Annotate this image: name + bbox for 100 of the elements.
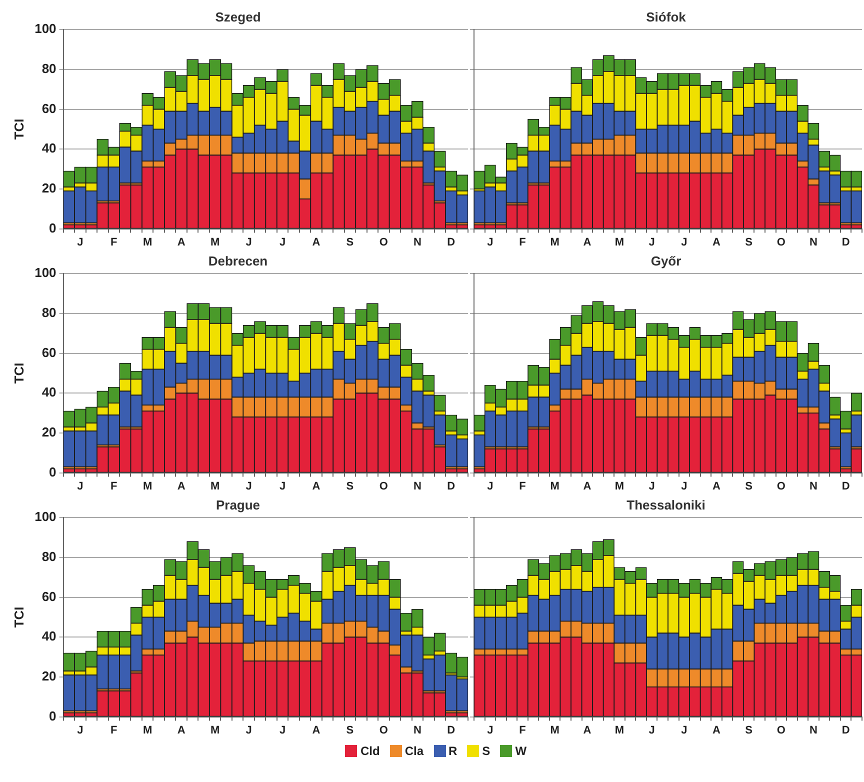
x-tick-label: A [177,236,186,248]
chart-title: Debrecen [208,253,268,268]
x-tick-label: M [550,724,560,736]
chart-title: Prague [216,497,260,512]
y-tick-label: 0 [49,464,56,480]
x-tick-label: O [379,724,388,736]
x-tick-label: F [110,480,118,492]
y-tick-label: 60 [42,344,56,360]
y-tick-label: 20 [42,180,56,196]
y-tick-label: 100 [34,265,56,280]
x-tick-label: O [776,724,786,736]
x-tick-label: D [447,480,456,492]
x-tick-label: J [279,724,286,736]
y-axis-title: TCI [11,606,26,628]
x-tick-label: M [614,724,624,736]
x-tick-label: D [842,480,850,492]
y-tick-label: 20 [42,668,56,684]
y-axis-title: TCI [11,118,26,140]
x-tick-label: J [77,724,84,736]
x-tick-label: A [312,480,320,492]
x-tick-label: J [487,236,494,248]
x-tick-label: M [143,236,152,248]
x-tick-label: J [77,480,84,492]
y-tick-label: 80 [42,61,56,76]
x-tick-label: A [177,724,186,736]
x-tick-label: J [279,480,286,492]
x-tick-label: O [379,236,388,248]
x-tick-label: M [614,480,624,492]
x-tick-label: D [842,724,850,736]
x-tick-label: A [583,236,592,248]
x-tick-label: N [810,724,818,736]
y-tick-label: 100 [34,509,56,524]
x-tick-label: O [776,236,786,248]
x-tick-label: M [143,480,152,492]
x-tick-label: A [712,724,721,736]
x-tick-label: F [519,724,526,736]
x-tick-label: N [810,236,818,248]
x-tick-label: S [346,724,354,736]
legend-label: R [448,744,458,758]
x-tick-label: A [583,724,592,736]
x-tick-label: O [379,480,388,492]
chart-title: Győr [650,253,682,268]
x-tick-label: M [550,236,560,248]
x-tick-label: J [77,236,84,248]
x-tick-label: N [413,480,422,492]
x-tick-label: S [745,724,753,736]
x-tick-label: S [346,236,354,248]
x-tick-label: F [519,236,526,248]
x-tick-label: J [487,480,494,492]
x-tick-label: A [312,236,320,248]
x-tick-label: J [246,724,252,736]
x-tick-label: D [447,724,456,736]
x-tick-label: A [583,480,592,492]
x-tick-label: M [210,236,220,248]
chart-title: Siófok [646,9,687,24]
legend-label: Cla [404,744,424,758]
x-tick-label: O [776,480,786,492]
x-tick-label: S [346,480,354,492]
x-tick-label: A [712,236,721,248]
x-tick-label: J [648,724,655,736]
y-tick-label: 40 [42,140,56,156]
x-tick-label: F [110,724,118,736]
x-tick-label: J [681,480,688,492]
y-axis-title: TCI [11,362,26,384]
y-tick-label: 40 [42,628,56,644]
x-tick-label: N [413,236,422,248]
x-tick-label: J [681,236,688,248]
x-tick-label: J [279,236,286,248]
x-tick-label: S [745,236,753,248]
y-tick-label: 80 [42,549,56,564]
x-tick-label: J [648,236,655,248]
y-tick-label: 0 [49,708,56,724]
x-tick-label: F [519,480,526,492]
y-tick-label: 40 [42,384,56,400]
x-tick-label: A [177,480,186,492]
y-tick-label: 60 [42,100,56,116]
x-tick-label: F [110,236,118,248]
x-tick-label: M [550,480,560,492]
y-tick-label: 60 [42,588,56,604]
x-tick-label: J [648,480,655,492]
x-tick-label: A [312,724,320,736]
x-tick-label: J [681,724,688,736]
x-tick-label: J [487,724,494,736]
x-tick-label: S [745,480,753,492]
chart-title: Szeged [215,9,261,24]
y-tick-label: 0 [49,220,56,236]
legend-label: Cld [360,744,380,758]
x-tick-label: N [413,724,422,736]
x-tick-label: M [210,724,220,736]
y-tick-label: 100 [34,21,56,36]
y-tick-label: 20 [42,424,56,440]
chart-title: Thessaloniki [626,497,706,512]
x-tick-label: M [210,480,220,492]
x-tick-label: D [842,236,850,248]
x-tick-label: A [712,480,721,492]
x-tick-label: J [246,236,252,248]
x-tick-label: J [246,480,252,492]
x-tick-label: D [447,236,456,248]
legend-label: S [482,744,490,758]
x-tick-label: M [614,236,624,248]
